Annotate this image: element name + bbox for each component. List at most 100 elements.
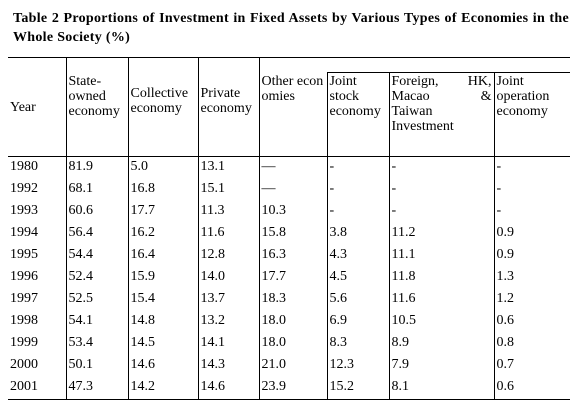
table-row: 1997 52.5 15.4 13.7 18.3 5.6 11.6 1.2 bbox=[8, 289, 570, 311]
cell-year: 1995 bbox=[10, 247, 38, 262]
cell-joint-operation: - bbox=[493, 201, 570, 223]
cell-joint-operation: 0.6 bbox=[493, 311, 570, 333]
cell-foreign-investment: 11.1 bbox=[388, 245, 494, 267]
cell-private: 13.2 bbox=[197, 311, 259, 333]
header-collective: Collective economy bbox=[127, 57, 198, 157]
cell-private: 15.1 bbox=[197, 179, 259, 201]
cell-joint-operation: 0.9 bbox=[493, 223, 570, 245]
table-row: 1994 56.4 16.2 11.6 15.8 3.8 11.2 0.9 bbox=[8, 223, 570, 245]
cell-private: 13.1 bbox=[197, 156, 259, 179]
foreign-word: Foreign, bbox=[391, 74, 439, 90]
cell-joint-stock: 5.6 bbox=[326, 289, 389, 311]
cell-other: 21.0 bbox=[258, 355, 327, 377]
cell-private: 12.8 bbox=[197, 245, 259, 267]
cell-state-owned: 52.5 bbox=[65, 289, 128, 311]
ampersand: & bbox=[480, 89, 492, 105]
cell-year: 1999 bbox=[10, 335, 38, 350]
cell-year: 1997 bbox=[10, 291, 38, 306]
hk-word: HK, bbox=[467, 74, 492, 90]
table-row: 1993 60.6 17.7 11.3 10.3- - - bbox=[8, 201, 570, 223]
macao-word: Macao bbox=[391, 89, 430, 105]
cell-other: 16.3 bbox=[258, 245, 327, 267]
cell-joint-stock: - bbox=[326, 179, 389, 201]
table-title: Table 2 Proportions of Investment in Fix… bbox=[13, 11, 569, 45]
cell-foreign-investment: 11.2 bbox=[388, 223, 494, 245]
cell-private: 14.1 bbox=[197, 333, 259, 355]
taiwan-word: Taiwan bbox=[391, 104, 433, 120]
cell-state-owned: 68.1 bbox=[65, 179, 128, 201]
cell-state-owned: 60.6 bbox=[65, 201, 128, 223]
cell-year: 1993 bbox=[10, 203, 38, 218]
cell-state-owned: 52.4 bbox=[65, 267, 128, 289]
header-year: Year bbox=[8, 57, 66, 157]
header-other: Other economies bbox=[258, 57, 327, 157]
table-row: 2001 47.3 14.2 14.6 23.9 15.2 8.1 0.6 bbox=[8, 377, 570, 400]
header-private: Private economy bbox=[197, 57, 259, 157]
cell-joint-stock: 8.3 bbox=[326, 333, 389, 355]
cell-joint-operation: 1.2 bbox=[493, 289, 570, 311]
cell-collective: 17.7 bbox=[127, 201, 198, 223]
cell-joint-stock: 6.9 bbox=[326, 311, 389, 333]
table-row: 1992 68.1 16.8 15.1— - - - bbox=[8, 179, 570, 201]
cell-other: — bbox=[258, 179, 327, 201]
cell-year: 1992 bbox=[10, 181, 38, 196]
cell-state-owned: 54.4 bbox=[65, 245, 128, 267]
cell-state-owned: 56.4 bbox=[65, 223, 128, 245]
cell-collective: 5.0 bbox=[127, 156, 198, 179]
cell-collective: 16.4 bbox=[127, 245, 198, 267]
cell-other: 18.0 bbox=[258, 311, 327, 333]
cell-joint-operation: 0.7 bbox=[493, 355, 570, 377]
cell-state-owned: 54.1 bbox=[65, 311, 128, 333]
cell-joint-operation: 0.6 bbox=[493, 377, 570, 400]
cell-joint-operation: - bbox=[493, 156, 570, 179]
cell-joint-stock: 4.3 bbox=[326, 245, 389, 267]
investment-table: Year State-owned economy Collective econ… bbox=[8, 56, 570, 400]
cell-private: 11.3 bbox=[197, 201, 259, 223]
cell-joint-stock: 3.8 bbox=[326, 223, 389, 245]
cell-joint-stock: 15.2 bbox=[326, 377, 389, 400]
cell-foreign-investment: - bbox=[388, 201, 494, 223]
cell-other: 17.7 bbox=[258, 267, 327, 289]
table-row: 1980 81.9 5.0 13.1— - - - bbox=[8, 156, 570, 179]
cell-other: — bbox=[258, 156, 327, 179]
cell-collective: 14.5 bbox=[127, 333, 198, 355]
cell-other: 15.8 bbox=[258, 223, 327, 245]
cell-joint-stock: 12.3 bbox=[326, 355, 389, 377]
cell-collective: 14.8 bbox=[127, 311, 198, 333]
table-row: 1995 54.4 16.4 12.8 16.3 4.3 11.1 0.9 bbox=[8, 245, 570, 267]
cell-foreign-investment: 8.1 bbox=[388, 377, 494, 400]
cell-state-owned: 50.1 bbox=[65, 355, 128, 377]
investment-word: Investment bbox=[391, 119, 454, 135]
header-spacer bbox=[327, 56, 570, 73]
cell-other: 18.0 bbox=[258, 333, 327, 355]
cell-foreign-investment: - bbox=[388, 156, 494, 179]
cell-year: 1980 bbox=[10, 159, 38, 174]
cell-foreign-investment: 10.5 bbox=[388, 311, 494, 333]
cell-private: 11.6 bbox=[197, 223, 259, 245]
cell-collective: 16.8 bbox=[127, 179, 198, 201]
header-joint-operation: Joint operation economy bbox=[493, 72, 570, 157]
cell-joint-operation: - bbox=[493, 179, 570, 201]
table-row: 1998 54.1 14.8 13.2 18.0 6.9 10.5 0.6 bbox=[8, 311, 570, 333]
cell-collective: 16.2 bbox=[127, 223, 198, 245]
table-row: 1996 52.4 15.9 14.0 17.7 4.5 11.8 1.3 bbox=[8, 267, 570, 289]
cell-collective: 14.6 bbox=[127, 355, 198, 377]
table-body: 1980 81.9 5.0 13.1— - - -1992 68.1 16.8 15.1— - - -1… bbox=[8, 156, 570, 400]
cell-joint-stock: - bbox=[326, 156, 389, 179]
cell-year: 1994 bbox=[10, 225, 38, 240]
cell-foreign-investment: 8.9 bbox=[388, 333, 494, 355]
cell-private: 14.3 bbox=[197, 355, 259, 377]
header-joint-stock: Joint stock economy bbox=[326, 72, 389, 157]
header-state-owned: State-owned economy bbox=[65, 57, 128, 157]
table-row: 2000 50.1 14.6 14.3 21.0 12.3 7.9 0.7 bbox=[8, 355, 570, 377]
cell-state-owned: 81.9 bbox=[65, 156, 128, 179]
cell-other: 18.3 bbox=[258, 289, 327, 311]
cell-year: 1998 bbox=[10, 313, 38, 328]
cell-state-owned: 53.4 bbox=[65, 333, 128, 355]
cell-joint-operation: 1.3 bbox=[493, 267, 570, 289]
table-row: 1999 53.4 14.5 14.1 18.0 8.3 8.9 0.8 bbox=[8, 333, 570, 355]
cell-year: 2001 bbox=[8, 377, 66, 400]
cell-year: 1996 bbox=[10, 269, 38, 284]
cell-year: 2000 bbox=[10, 357, 38, 372]
cell-state-owned: 47.3 bbox=[65, 377, 128, 400]
